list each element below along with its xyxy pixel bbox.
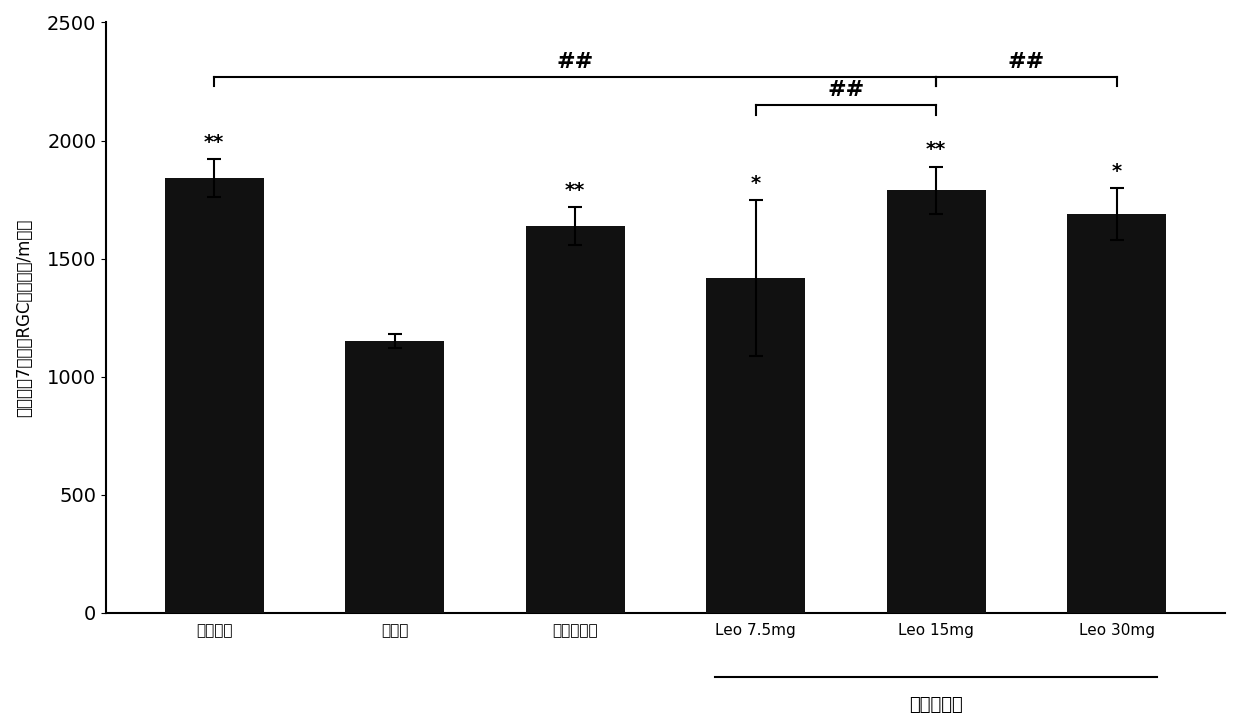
Text: 益母草琰组: 益母草琰组 [909, 696, 963, 714]
Y-axis label: 损伤后第7天各组RGC密度（个/m㎡）: 损伤后第7天各组RGC密度（个/m㎡） [15, 219, 33, 417]
Text: *: * [1111, 161, 1122, 181]
Bar [706, 277, 805, 613]
Text: ##: ## [557, 52, 594, 72]
Bar [526, 226, 625, 613]
Text: **: ** [565, 180, 585, 200]
Text: **: ** [926, 140, 946, 159]
Bar [345, 341, 444, 613]
Text: *: * [750, 174, 761, 193]
Text: ##: ## [827, 80, 864, 101]
Bar [165, 178, 264, 613]
Text: **: ** [205, 133, 224, 152]
Bar [887, 190, 986, 613]
Text: ##: ## [1008, 52, 1045, 72]
Bar [1068, 214, 1167, 613]
